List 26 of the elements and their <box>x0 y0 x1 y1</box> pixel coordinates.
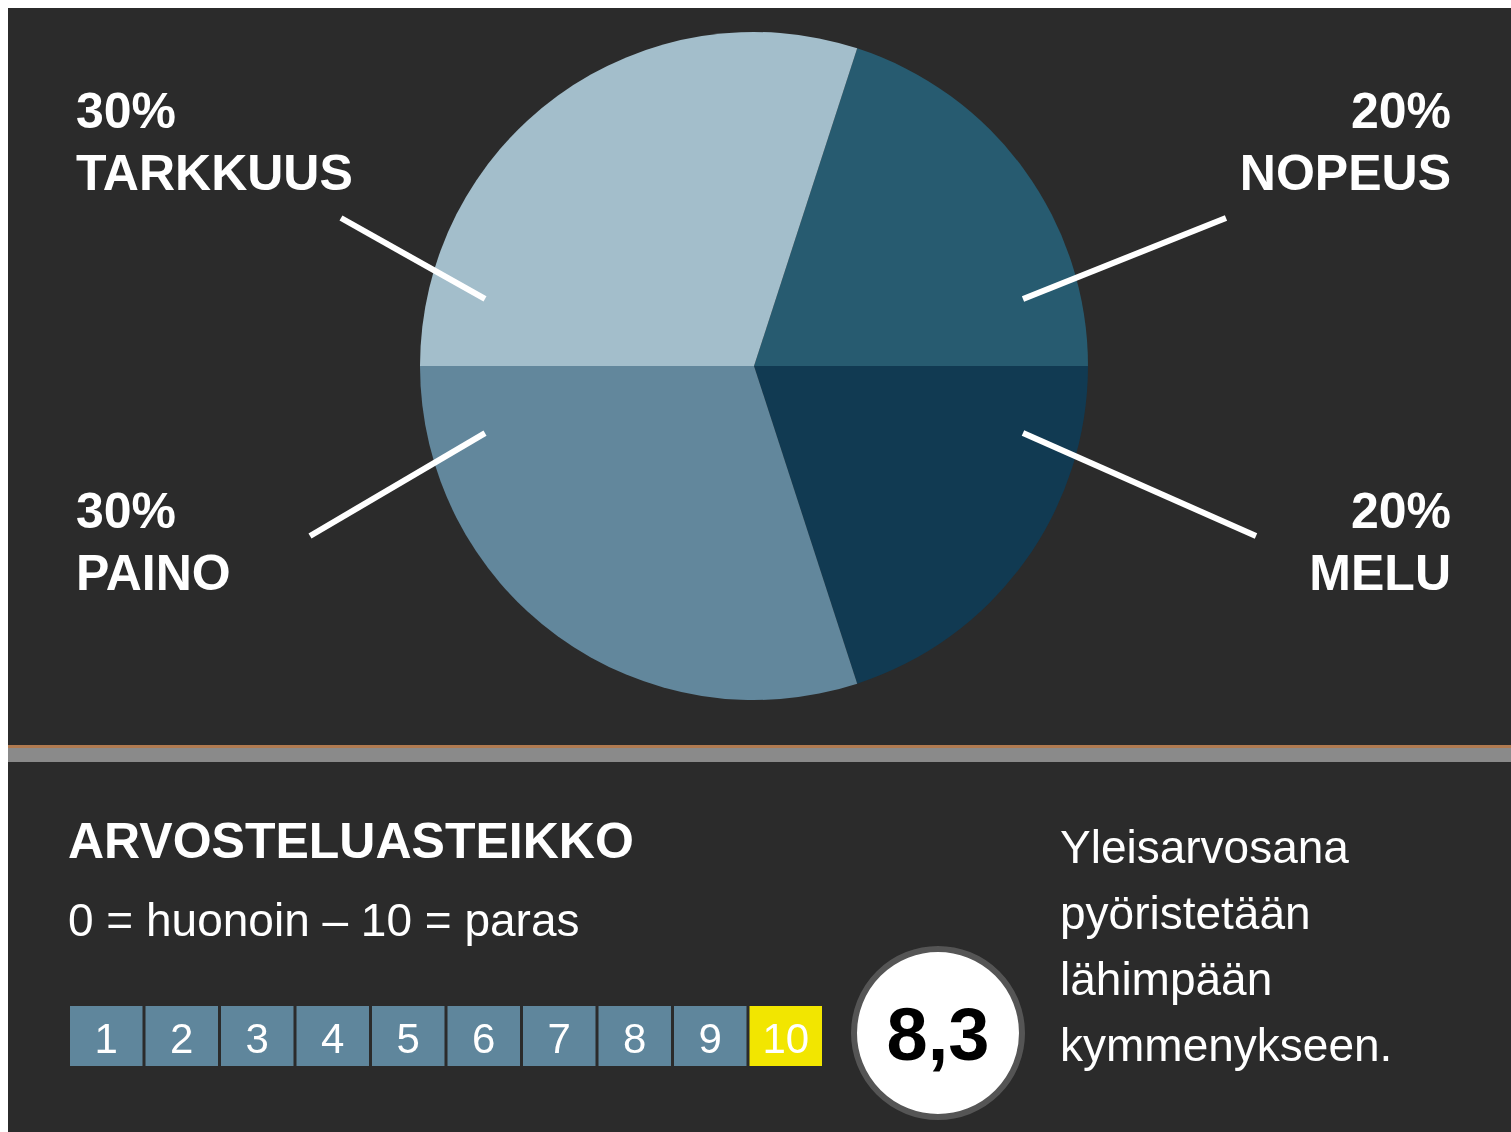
data-label: 6 <box>472 1015 496 1062</box>
data-label: 20% <box>1350 483 1451 539</box>
data-label: 3 <box>245 1015 269 1062</box>
data-label: 7 <box>547 1015 571 1062</box>
data-label: 10 <box>762 1015 810 1062</box>
pie-slice <box>420 366 858 700</box>
data-label: 8 <box>623 1015 647 1062</box>
data-label: 4 <box>321 1015 345 1062</box>
data-label: 1 <box>94 1015 118 1062</box>
text: Yleisarvosana pyöristetään lähimpään kymmenykseen. <box>1060 821 1393 1071</box>
data-label: 5 <box>396 1015 420 1062</box>
pie-slice <box>754 366 1088 684</box>
slice-label: MELU <box>1309 545 1451 601</box>
data-label: 2 <box>170 1015 194 1062</box>
data-label: 30% <box>76 483 177 539</box>
data-label: 30% <box>76 83 177 139</box>
slice-label: PAINO <box>76 545 231 601</box>
pie-slice <box>420 32 858 366</box>
data-label: 9 <box>698 1015 722 1062</box>
slice-label: TARKKUUS <box>76 145 353 201</box>
text: 8,3 <box>886 993 990 1076</box>
data-label: 20% <box>1350 83 1451 139</box>
slice-label: NOPEUS <box>1239 145 1451 201</box>
chart-subtitle: 0 = huonoin – 10 = paras <box>68 894 580 946</box>
chart-title: ARVOSTELUASTEIKKO <box>68 813 634 869</box>
pie-slice <box>754 48 1088 366</box>
